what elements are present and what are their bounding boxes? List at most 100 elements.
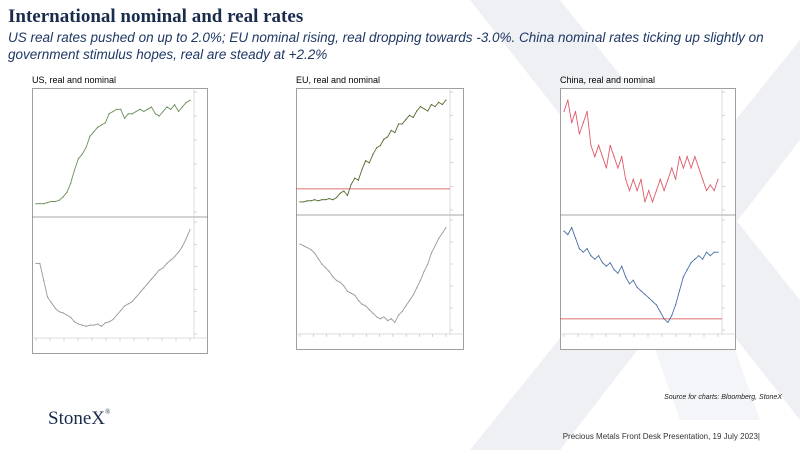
nominal-data-point: [567, 99, 569, 101]
nominal-data-point: [89, 135, 91, 137]
real-data-point: [343, 285, 345, 287]
nominal-data-point: [594, 156, 596, 158]
nominal-data-point: [613, 156, 615, 158]
real-data-point: [127, 303, 129, 305]
logo-registered-mark: ®: [105, 408, 111, 416]
real-data-point: [621, 265, 623, 267]
nominal-data-point: [339, 192, 341, 194]
nominal-data-point: [598, 144, 600, 146]
nominal-data-point: [416, 110, 418, 112]
nominal-data-point: [127, 113, 129, 115]
stonex-logo: StoneX®: [48, 408, 110, 430]
nominal-data-point: [368, 162, 370, 164]
real-data-point: [675, 304, 677, 306]
real-data-point: [376, 316, 378, 318]
nominal-data-point: [713, 189, 715, 192]
nominal-data-point: [350, 183, 352, 186]
china-chart-title: China, real and nominal: [560, 75, 656, 85]
real-data-point: [709, 255, 711, 257]
chart-frame: [560, 88, 736, 350]
real-data-point: [303, 245, 305, 247]
real-data-point: [571, 226, 573, 229]
nominal-data-point: [306, 200, 308, 202]
nominal-data-point: [401, 123, 403, 125]
nominal-data-point: [135, 110, 137, 113]
nominal-data-point: [81, 153, 83, 155]
nominal-data-point: [441, 103, 443, 106]
real-data-point: [189, 229, 191, 231]
real-data-point: [120, 309, 122, 312]
real-data-point: [659, 311, 661, 313]
real-data-point: [667, 321, 669, 324]
real-data-point: [438, 237, 440, 240]
us-chart-title: US, real and nominal: [32, 75, 117, 85]
nominal-data-point: [39, 203, 41, 205]
nominal-data-point: [438, 101, 440, 103]
nominal-data-point: [46, 201, 49, 204]
real-data-point: [379, 318, 381, 320]
real-data-point: [427, 263, 429, 265]
real-data-point: [387, 319, 389, 322]
real-data-point: [678, 290, 681, 292]
nominal-data-point: [590, 144, 592, 146]
nominal-data-point: [158, 115, 160, 117]
eu-chart-title: EU, real and nominal: [296, 75, 381, 85]
nominal-data-point: [314, 199, 316, 201]
nominal-data-point: [66, 191, 68, 194]
real-data-point: [135, 296, 137, 298]
real-data-point: [625, 276, 627, 278]
nominal-data-point: [686, 156, 688, 158]
real-data-point: [162, 267, 164, 269]
nominal-data-point: [605, 167, 607, 169]
real-data-point: [408, 299, 411, 302]
nominal-data-point: [571, 122, 573, 124]
real-data-point: [116, 314, 118, 316]
slide-subtitle: US real rates pushed on up to 2.0%; EU n…: [8, 30, 764, 62]
nominal-data-point: [50, 200, 52, 203]
real-data-point: [655, 304, 657, 306]
real-data-point: [644, 293, 646, 295]
real-data-point: [617, 272, 619, 274]
nominal-data-point: [108, 113, 110, 115]
nominal-data-point: [408, 114, 411, 116]
china-rates-chart: [560, 88, 736, 350]
nominal-data-point: [717, 178, 719, 180]
nominal-data-point: [586, 110, 588, 113]
nominal-data-point: [423, 108, 425, 110]
real-data-point: [578, 248, 580, 250]
nominal-data-point: [177, 110, 180, 113]
nominal-data-point: [104, 122, 106, 124]
real-data-point: [77, 323, 79, 325]
nominal-data-point: [354, 177, 356, 179]
nominal-data-point: [343, 190, 345, 192]
nominal-data-point: [648, 189, 650, 192]
slide-title: International nominal and real rates: [8, 6, 304, 27]
real-data-point: [405, 305, 407, 307]
real-data-point: [357, 299, 359, 302]
nominal-data-point: [73, 169, 76, 171]
real-data-point: [663, 318, 665, 320]
nominal-data-point: [143, 110, 145, 113]
nominal-data-point: [419, 106, 422, 108]
real-data-point: [170, 259, 172, 261]
real-data-point: [361, 303, 363, 305]
real-data-point: [346, 290, 349, 293]
nominal-data-point: [62, 196, 64, 198]
nominal-data-point: [412, 116, 414, 119]
nominal-data-point: [376, 147, 378, 149]
real-data-point: [85, 325, 87, 327]
real-data-point: [350, 292, 352, 294]
nominal-data-point: [390, 129, 392, 132]
nominal-data-point: [405, 119, 407, 121]
real-data-point: [372, 312, 374, 314]
real-data-point: [70, 316, 72, 318]
real-data-point: [123, 305, 126, 307]
real-data-point: [598, 255, 600, 257]
real-data-point: [445, 226, 447, 229]
real-data-point: [601, 262, 604, 264]
real-data-point: [419, 279, 422, 282]
footer-text: Precious Metals Front Desk Presentation,…: [562, 432, 760, 441]
real-data-point: [441, 232, 443, 234]
real-data-point: [317, 257, 319, 260]
real-data-point: [43, 279, 45, 281]
